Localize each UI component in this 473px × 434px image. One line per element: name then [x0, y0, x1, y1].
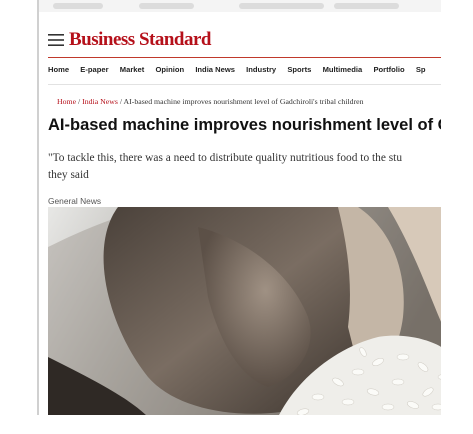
- divider: [48, 84, 441, 85]
- bookmark[interactable]: [139, 3, 194, 9]
- divider: [48, 57, 441, 58]
- nav-link[interactable]: E-paper: [80, 65, 108, 74]
- nav-link[interactable]: Portfolio: [373, 65, 404, 74]
- bookmark[interactable]: [53, 3, 103, 9]
- summary-line: they said: [48, 167, 441, 184]
- summary-line: "To tackle this, there was a need to dis…: [48, 150, 441, 167]
- breadcrumb-link[interactable]: Home: [57, 97, 76, 106]
- logo-text[interactable]: Business Standard: [69, 29, 211, 51]
- nav-link[interactable]: Home: [48, 65, 69, 74]
- nav-link[interactable]: Multimedia: [323, 65, 363, 74]
- menu-icon[interactable]: [48, 34, 64, 46]
- nav-bar: Home E-paper Market Opinion India News Indust…: [48, 65, 437, 74]
- bookmark[interactable]: [334, 3, 399, 9]
- nav-link[interactable]: Market: [120, 65, 144, 74]
- headline: AI-based machine improves nourishment le…: [48, 116, 441, 135]
- summary: "To tackle this, there was a need to dis…: [48, 150, 441, 184]
- browser-viewport: Business Standard Home E-paper Market Opini…: [37, 0, 441, 415]
- category-tag[interactable]: General News: [48, 196, 101, 206]
- nav-link[interactable]: Sp: [416, 65, 426, 74]
- nav-link[interactable]: Industry: [246, 65, 276, 74]
- site-logo[interactable]: Business Standard: [48, 28, 211, 52]
- nav-link[interactable]: India News: [195, 65, 235, 74]
- breadcrumb-link[interactable]: India News: [82, 97, 118, 106]
- nav-link[interactable]: Opinion: [155, 65, 184, 74]
- breadcrumb: Home / India News / AI-based machine imp…: [57, 97, 364, 106]
- breadcrumb-current: / AI-based machine improves nourishment …: [120, 97, 364, 106]
- page: {"header": {"logo": "Business Standard"}…: [0, 0, 473, 434]
- bookmarks-bar: [39, 0, 441, 12]
- nav-link[interactable]: Sports: [287, 65, 311, 74]
- article-photo: [48, 207, 441, 415]
- bookmark[interactable]: [239, 3, 324, 9]
